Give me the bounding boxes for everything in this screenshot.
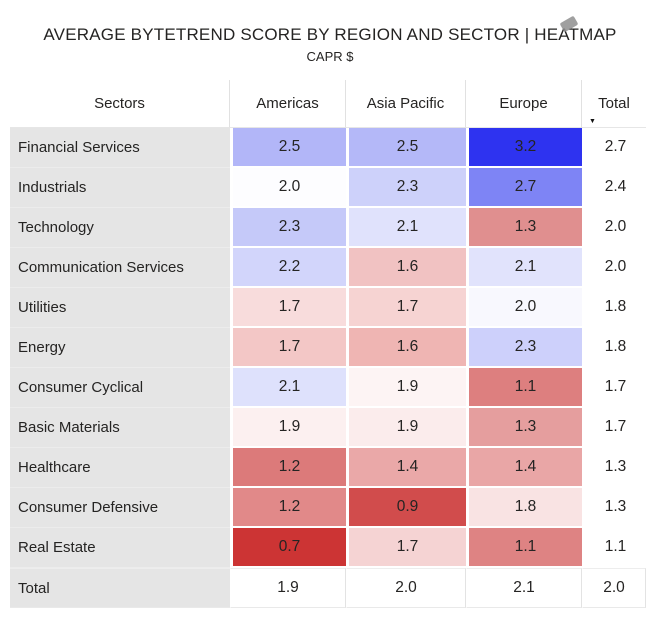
total-row: Total 1.9 2.0 2.1 2.0 <box>10 568 646 608</box>
sector-label: Energy <box>10 328 230 368</box>
table-row: Utilities 1.7 1.7 2.0 1.8 <box>10 288 646 328</box>
heatmap-cell: 3.2 <box>466 128 582 168</box>
visual-subtitle: CAPR $ <box>306 49 354 64</box>
heatmap-cell: 1.3 <box>582 488 646 528</box>
heatmap-cell: 1.4 <box>346 448 466 488</box>
sector-label: Financial Services <box>10 128 230 168</box>
title-block: AVERAGE BYTETREND SCORE BY REGION AND SE… <box>0 24 660 65</box>
sort-descending-icon: ▼ <box>589 118 596 125</box>
heatmap-cell: 0.9 <box>346 488 466 528</box>
heatmap-cell: 2.0 <box>346 568 466 608</box>
heatmap-cell: 2.0 <box>582 208 646 248</box>
heatmap-cell: 1.7 <box>230 288 346 328</box>
heatmap-cell: 2.4 <box>582 168 646 208</box>
heatmap-cell: 2.0 <box>466 288 582 328</box>
sector-label: Communication Services <box>10 248 230 288</box>
sector-label: Consumer Cyclical <box>10 368 230 408</box>
heatmap-cell: 1.9 <box>346 368 466 408</box>
heatmap-cell: 2.3 <box>466 328 582 368</box>
heatmap-cell: 1.9 <box>230 408 346 448</box>
heatmap-cell: 1.3 <box>466 208 582 248</box>
heatmap-cell: 1.9 <box>230 568 346 608</box>
heatmap-cell: 1.7 <box>582 408 646 448</box>
table-row: Healthcare 1.2 1.4 1.4 1.3 <box>10 448 646 488</box>
heatmap-cell: 2.7 <box>466 168 582 208</box>
heatmap-cell: 1.1 <box>582 528 646 568</box>
column-header-europe[interactable]: Europe <box>466 80 582 128</box>
heatmap-cell: 2.2 <box>230 248 346 288</box>
heatmap-cell: 1.7 <box>582 368 646 408</box>
heatmap-cell: 1.2 <box>230 448 346 488</box>
heatmap-cell: 2.3 <box>346 168 466 208</box>
column-header-label: Total <box>598 95 630 112</box>
sector-label: Utilities <box>10 288 230 328</box>
heatmap-cell: 1.9 <box>346 408 466 448</box>
heatmap-cell: 1.4 <box>466 448 582 488</box>
sector-label: Healthcare <box>10 448 230 488</box>
heatmap-cell: 2.0 <box>582 568 646 608</box>
heatmap-cell: 2.5 <box>230 128 346 168</box>
table-row: Industrials 2.0 2.3 2.7 2.4 <box>10 168 646 208</box>
heatmap-cell: 2.7 <box>582 128 646 168</box>
heatmap-cell: 1.7 <box>346 528 466 568</box>
heatmap-cell: 1.8 <box>582 288 646 328</box>
sector-label: Total <box>10 568 230 608</box>
sector-label: Industrials <box>10 168 230 208</box>
heatmap-cell: 1.6 <box>346 328 466 368</box>
column-header-total[interactable]: Total ▼ <box>582 80 646 128</box>
table-row: Consumer Cyclical 2.1 1.9 1.1 1.7 <box>10 368 646 408</box>
heatmap-visual: AVERAGE BYTETREND SCORE BY REGION AND SE… <box>0 15 660 608</box>
column-header-label: Europe <box>499 95 548 112</box>
sector-label: Consumer Defensive <box>10 488 230 528</box>
heatmap-cell: 2.1 <box>230 368 346 408</box>
heatmap-cell: 1.1 <box>466 368 582 408</box>
heatmap-table: Sectors Americas Asia Pacific Europe Total ▼ … <box>10 80 646 608</box>
heatmap-cell: 2.3 <box>230 208 346 248</box>
heatmap-cell: 2.1 <box>466 248 582 288</box>
heatmap-cell: 1.8 <box>466 488 582 528</box>
column-header-asia-pacific[interactable]: Asia Pacific <box>346 80 466 128</box>
table-row: Energy 1.7 1.6 2.3 1.8 <box>10 328 646 368</box>
heatmap-cell: 1.2 <box>230 488 346 528</box>
heatmap-cell: 1.8 <box>582 328 646 368</box>
sector-label: Basic Materials <box>10 408 230 448</box>
table-row: Communication Services 2.2 1.6 2.1 2.0 <box>10 248 646 288</box>
table-row: Real Estate 0.7 1.7 1.1 1.1 <box>10 528 646 568</box>
visual-title: AVERAGE BYTETREND SCORE BY REGION AND SE… <box>43 25 617 44</box>
heatmap-cell: 2.1 <box>466 568 582 608</box>
heatmap-cell: 1.7 <box>230 328 346 368</box>
column-header-label: Sectors <box>94 95 145 112</box>
table-row: Technology 2.3 2.1 1.3 2.0 <box>10 208 646 248</box>
table-row: Basic Materials 1.9 1.9 1.3 1.7 <box>10 408 646 448</box>
header-row: Sectors Americas Asia Pacific Europe Total ▼ <box>10 80 646 128</box>
column-header-americas[interactable]: Americas <box>230 80 346 128</box>
table-body: Financial Services 2.5 2.5 3.2 2.7 Industrial… <box>10 128 646 608</box>
column-header-sectors[interactable]: Sectors <box>10 80 230 128</box>
sector-label: Technology <box>10 208 230 248</box>
heatmap-cell: 1.3 <box>582 448 646 488</box>
heatmap-cell: 0.7 <box>230 528 346 568</box>
column-header-label: Asia Pacific <box>366 95 445 112</box>
heatmap-cell: 2.1 <box>346 208 466 248</box>
table-row: Consumer Defensive 1.2 0.9 1.8 1.3 <box>10 488 646 528</box>
heatmap-cell: 2.0 <box>582 248 646 288</box>
heatmap-cell: 1.1 <box>466 528 582 568</box>
table-row: Financial Services 2.5 2.5 3.2 2.7 <box>10 128 646 168</box>
heatmap-cell: 2.0 <box>230 168 346 208</box>
heatmap-cell: 2.5 <box>346 128 466 168</box>
column-header-label: Americas <box>256 95 319 112</box>
heatmap-cell: 1.3 <box>466 408 582 448</box>
heatmap-cell: 1.7 <box>346 288 466 328</box>
sector-label: Real Estate <box>10 528 230 568</box>
heatmap-cell: 1.6 <box>346 248 466 288</box>
